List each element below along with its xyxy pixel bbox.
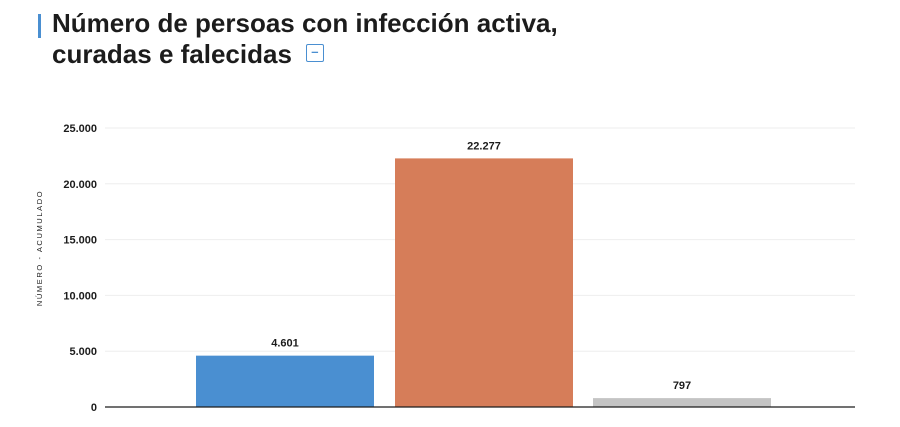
y-tick-label: 0 (91, 402, 97, 414)
bar[interactable] (395, 158, 573, 407)
title-accent-bar (38, 14, 41, 38)
chart-title: Número de persoas con infección activa, … (52, 8, 558, 70)
chart-title-line-2: curadas e falecidas (52, 39, 292, 69)
bars (196, 158, 771, 407)
bar[interactable] (593, 398, 771, 407)
y-tick-label: 15.000 (63, 235, 97, 247)
y-tick-label: 10.000 (63, 290, 97, 302)
data-label: 797 (673, 380, 691, 392)
y-axis-title: NÚMERO - ACUMULADO (35, 190, 44, 306)
data-label: 22.277 (467, 140, 501, 152)
collapse-button[interactable]: – (305, 44, 324, 63)
y-axis-ticks: 0 5.000 10.000 15.000 20.000 25.000 (63, 123, 97, 414)
data-labels: 4.601 22.277 797 (271, 140, 691, 392)
y-tick-label: 5.000 (69, 346, 97, 358)
chart-title-line-1: Número de persoas con infección activa, (52, 8, 558, 38)
data-label: 4.601 (271, 338, 299, 350)
y-tick-label: 20.000 (63, 179, 97, 191)
y-tick-label: 25.000 (63, 123, 97, 135)
bar[interactable] (196, 355, 374, 407)
